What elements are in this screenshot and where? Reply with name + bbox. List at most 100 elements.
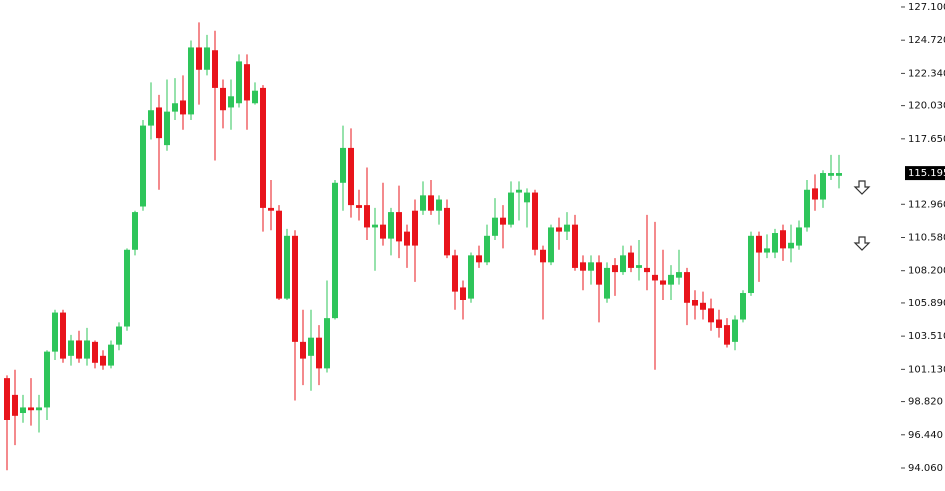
candle-body bbox=[116, 326, 122, 345]
candle-body bbox=[244, 64, 250, 101]
candle-body bbox=[340, 147, 346, 183]
candle-body bbox=[732, 319, 738, 342]
candle-body bbox=[636, 265, 642, 268]
candle-body bbox=[596, 262, 602, 285]
candle-body bbox=[820, 173, 826, 200]
candle-body bbox=[404, 231, 410, 246]
y-tick-label: 127.100 bbox=[908, 2, 945, 13]
candle-body bbox=[620, 255, 626, 273]
candle-body bbox=[172, 103, 178, 112]
candle-body bbox=[580, 262, 586, 271]
y-tick-label: 96.440 bbox=[908, 430, 943, 441]
y-tick-label: 122.340 bbox=[908, 68, 945, 79]
candle-body bbox=[716, 319, 722, 328]
candle-body bbox=[436, 199, 442, 211]
candle-body bbox=[148, 110, 154, 126]
candle-body bbox=[828, 173, 834, 176]
candle-body bbox=[324, 318, 330, 369]
y-tick-label: 124.720 bbox=[908, 35, 945, 46]
candle-body bbox=[212, 50, 218, 88]
y-tick-label: 101.130 bbox=[908, 364, 945, 375]
candle-body bbox=[588, 262, 594, 271]
candle-body bbox=[516, 189, 522, 193]
candle-body bbox=[164, 111, 170, 146]
y-tick-label: 110.580 bbox=[908, 232, 945, 243]
candle-body bbox=[12, 394, 18, 416]
candle-body bbox=[52, 312, 58, 352]
candle-body bbox=[764, 248, 770, 253]
candle-body bbox=[740, 293, 746, 320]
candle-body bbox=[724, 325, 730, 345]
candle-body bbox=[836, 173, 842, 176]
candle-body bbox=[140, 125, 146, 207]
candle-body bbox=[108, 344, 114, 366]
candle-body bbox=[372, 224, 378, 228]
candle-body bbox=[356, 205, 362, 208]
candle-body bbox=[428, 195, 434, 211]
candle-body bbox=[4, 378, 10, 420]
candle-body bbox=[772, 233, 778, 253]
candle-body bbox=[628, 252, 634, 268]
candle-body bbox=[124, 249, 130, 327]
candle-body bbox=[572, 224, 578, 268]
y-tick-label: 94.060 bbox=[908, 463, 943, 474]
candle-body bbox=[28, 407, 34, 411]
candle-body bbox=[548, 227, 554, 263]
candle-body bbox=[268, 207, 274, 211]
y-tick-label: 112.960 bbox=[908, 199, 945, 210]
candle-body bbox=[812, 188, 818, 200]
y-tick-label: 108.200 bbox=[908, 266, 945, 277]
sell-arrow bbox=[853, 236, 871, 251]
candle-body bbox=[604, 267, 610, 299]
candle-body bbox=[692, 300, 698, 306]
candle-body bbox=[652, 274, 658, 281]
sell-arrow bbox=[853, 180, 871, 195]
candle-body bbox=[188, 47, 194, 115]
candle-body bbox=[156, 107, 162, 139]
candle-body bbox=[276, 210, 282, 299]
candle-body bbox=[468, 255, 474, 299]
candle-body bbox=[668, 274, 674, 285]
candle-body bbox=[228, 96, 234, 108]
candle-body bbox=[420, 195, 426, 211]
candle-body bbox=[532, 192, 538, 250]
y-tick-label: 117.650 bbox=[908, 134, 945, 145]
candle-body bbox=[700, 302, 706, 310]
candle-body bbox=[452, 255, 458, 292]
candle-body bbox=[444, 207, 450, 256]
candle-body bbox=[84, 340, 90, 359]
candle-body bbox=[348, 147, 354, 206]
candle-body bbox=[260, 87, 266, 208]
candle-body bbox=[292, 235, 298, 342]
candle-body bbox=[684, 272, 690, 303]
last-price-label: 115.195 bbox=[908, 168, 945, 179]
candle-body bbox=[180, 100, 186, 115]
candle-body bbox=[36, 407, 42, 411]
candle-body bbox=[492, 217, 498, 236]
candle-body bbox=[644, 267, 650, 273]
candle-body bbox=[236, 61, 242, 104]
candle-body bbox=[380, 224, 386, 239]
candle-body bbox=[780, 230, 786, 249]
candle-body bbox=[500, 217, 506, 225]
candle-body bbox=[708, 308, 714, 323]
candle-body bbox=[524, 192, 530, 203]
candle-body bbox=[132, 212, 138, 250]
candle-body bbox=[804, 189, 810, 228]
candle-body bbox=[308, 337, 314, 356]
candle-body bbox=[676, 272, 682, 278]
candle-body bbox=[660, 280, 666, 285]
candle-body bbox=[788, 242, 794, 249]
candle-body bbox=[204, 47, 210, 70]
candle-body bbox=[460, 287, 466, 300]
candle-body bbox=[300, 341, 306, 359]
y-tick-label: 120.030 bbox=[908, 101, 945, 112]
y-tick-label: 98.820 bbox=[908, 397, 943, 408]
candle-body bbox=[484, 235, 490, 263]
candle-body bbox=[284, 235, 290, 299]
candle-body bbox=[612, 265, 618, 273]
candle-body bbox=[396, 212, 402, 242]
candle-body bbox=[76, 340, 82, 359]
